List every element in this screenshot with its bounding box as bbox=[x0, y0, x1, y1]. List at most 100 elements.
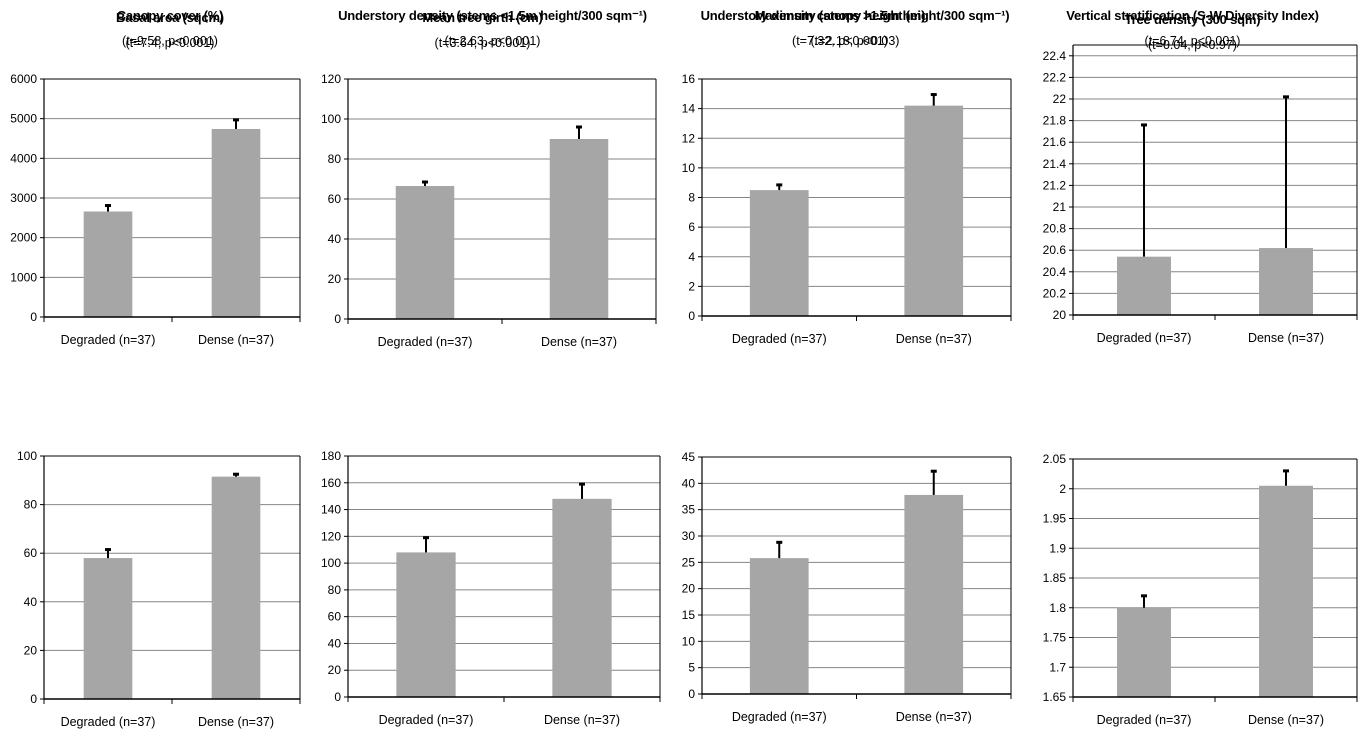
y-tick-label: 60 bbox=[328, 192, 342, 206]
y-tick-label: 0 bbox=[334, 690, 341, 704]
x-tick-label: Dense (n=37) bbox=[1248, 713, 1324, 727]
y-tick-label: 20.2 bbox=[1043, 286, 1067, 300]
y-tick-label: 20 bbox=[328, 663, 342, 677]
x-tick-label: Degraded (n=37) bbox=[61, 715, 156, 729]
y-tick-label: 35 bbox=[682, 503, 696, 517]
y-tick-label: 140 bbox=[321, 503, 341, 517]
y-tick-label: 0 bbox=[30, 310, 37, 324]
bar bbox=[396, 552, 456, 697]
chart-title: Tree density (300 sqm) bbox=[1124, 12, 1261, 27]
chart-subtitle: (t=2.63, p<0.001) bbox=[444, 34, 541, 48]
y-tick-label: 20 bbox=[1053, 308, 1067, 322]
y-tick-label: 5 bbox=[688, 661, 695, 675]
y-tick-label: 20 bbox=[682, 582, 696, 596]
y-tick-label: 30 bbox=[682, 529, 696, 543]
y-tick-label: 120 bbox=[321, 529, 341, 543]
y-tick-label: 22 bbox=[1053, 92, 1067, 106]
y-tick-label: 2000 bbox=[10, 231, 37, 245]
y-tick-label: 21.8 bbox=[1043, 114, 1067, 128]
bar bbox=[549, 139, 609, 319]
y-tick-label: 25 bbox=[682, 555, 696, 569]
chart-subtitle: (t=9.58, p<0.001) bbox=[122, 34, 218, 48]
chart-2: 0 2 4 6 8 10 12 14 16 Degraded (n=37) Dense (n=37) bbox=[682, 72, 1012, 346]
y-tick-label: 1.85 bbox=[1043, 571, 1067, 585]
y-tick-label: 80 bbox=[328, 583, 342, 597]
y-tick-label: 0 bbox=[688, 687, 695, 701]
y-tick-label: 21.2 bbox=[1043, 178, 1067, 192]
x-tick-label: Dense (n=37) bbox=[896, 710, 972, 724]
chart-3: 20 20.2 20.4 20.6 20.8 21 21.2 21.4 21.6 21.8 22 22… bbox=[1043, 44, 1358, 345]
y-tick-label: 60 bbox=[24, 546, 38, 560]
y-tick-label: 0 bbox=[688, 309, 695, 323]
bar bbox=[83, 558, 133, 699]
y-tick-label: 120 bbox=[321, 72, 341, 86]
chart-0: 0 1000 2000 3000 4000 5000 6000 Degraded (n=37)… bbox=[10, 72, 301, 347]
chart-title: Maximum canopy height (m) bbox=[754, 8, 926, 23]
y-tick-label: 1.8 bbox=[1049, 601, 1066, 615]
y-tick-label: 1.95 bbox=[1043, 512, 1067, 526]
y-tick-label: 1.7 bbox=[1049, 660, 1066, 674]
y-tick-label: 21.6 bbox=[1043, 135, 1067, 149]
bar bbox=[1117, 607, 1171, 697]
chart-5: 0 20 40 60 80 100 120 140 160 180 Degraded (n=37) D… bbox=[321, 449, 661, 727]
bar bbox=[1259, 248, 1313, 315]
bar bbox=[904, 105, 964, 316]
y-tick-label: 0 bbox=[334, 312, 341, 326]
y-tick-label: 40 bbox=[682, 476, 696, 490]
y-tick-label: 20.6 bbox=[1043, 243, 1067, 257]
y-tick-label: 22.4 bbox=[1043, 49, 1067, 63]
chart-subtitle: (t=7.32, p<0.001) bbox=[792, 34, 888, 48]
chart-7: 1.65 1.7 1.75 1.8 1.85 1.9 1.95 2 2.05 Degraded (… bbox=[1043, 452, 1358, 727]
chart-title: Mean tree girth (cm) bbox=[422, 10, 543, 25]
y-tick-label: 40 bbox=[328, 232, 342, 246]
y-tick-label: 100 bbox=[17, 449, 37, 463]
bar bbox=[904, 494, 964, 694]
y-tick-label: 40 bbox=[328, 636, 342, 650]
y-tick-label: 4 bbox=[688, 250, 695, 264]
y-tick-label: 1.9 bbox=[1049, 541, 1066, 555]
bar bbox=[395, 186, 455, 319]
y-tick-label: 21.4 bbox=[1043, 157, 1067, 171]
chart-1: 0 20 40 60 80 100 120 Degraded (n=37) Dense (n=3… bbox=[321, 72, 657, 349]
chart-6: 0 5 10 15 20 25 30 35 40 45 Degraded (n=37) Dense (… bbox=[682, 450, 1012, 724]
x-tick-label: Degraded (n=37) bbox=[1097, 331, 1192, 345]
x-tick-label: Dense (n=37) bbox=[541, 335, 617, 349]
y-tick-label: 80 bbox=[24, 498, 38, 512]
y-tick-label: 1.65 bbox=[1043, 690, 1067, 704]
x-tick-label: Dense (n=37) bbox=[544, 713, 620, 727]
x-tick-label: Degraded (n=37) bbox=[732, 332, 827, 346]
chart-subtitle: (t=2.18, p<0.03) bbox=[810, 34, 900, 48]
chart-subtitle: (t=7.4, p<0.001) bbox=[125, 36, 215, 50]
x-tick-label: Dense (n=37) bbox=[896, 332, 972, 346]
y-tick-label: 6 bbox=[688, 220, 695, 234]
x-tick-label: Degraded (n=37) bbox=[1097, 713, 1192, 727]
x-tick-label: Degraded (n=37) bbox=[378, 335, 473, 349]
y-tick-label: 45 bbox=[682, 450, 696, 464]
bar bbox=[1259, 485, 1313, 697]
bar bbox=[749, 190, 809, 316]
y-tick-label: 8 bbox=[688, 191, 695, 205]
y-tick-label: 20 bbox=[328, 272, 342, 286]
y-tick-label: 22.2 bbox=[1043, 70, 1067, 84]
y-tick-label: 3000 bbox=[10, 191, 37, 205]
y-tick-label: 160 bbox=[321, 476, 341, 490]
chart-title: Vertical stratification (S-W Diversity I… bbox=[1066, 8, 1319, 23]
x-tick-label: Degraded (n=37) bbox=[379, 713, 474, 727]
y-tick-label: 15 bbox=[682, 608, 696, 622]
y-tick-label: 10 bbox=[682, 634, 696, 648]
x-tick-label: Degraded (n=37) bbox=[732, 710, 827, 724]
chart-title: Canopy cover (%) bbox=[116, 8, 224, 23]
y-tick-label: 2.05 bbox=[1043, 452, 1067, 466]
y-tick-label: 10 bbox=[682, 161, 696, 175]
bar bbox=[211, 476, 261, 699]
y-tick-label: 21 bbox=[1053, 200, 1067, 214]
y-tick-label: 180 bbox=[321, 449, 341, 463]
x-tick-label: Dense (n=37) bbox=[198, 333, 274, 347]
y-tick-label: 6000 bbox=[10, 72, 37, 86]
chart-subtitle: (t=6.74, p<0.001) bbox=[1144, 34, 1241, 48]
y-tick-label: 2 bbox=[1059, 482, 1066, 496]
y-tick-label: 1.75 bbox=[1043, 631, 1067, 645]
bar bbox=[552, 498, 612, 697]
chart-title: Basal area (sqcm) bbox=[116, 10, 224, 25]
